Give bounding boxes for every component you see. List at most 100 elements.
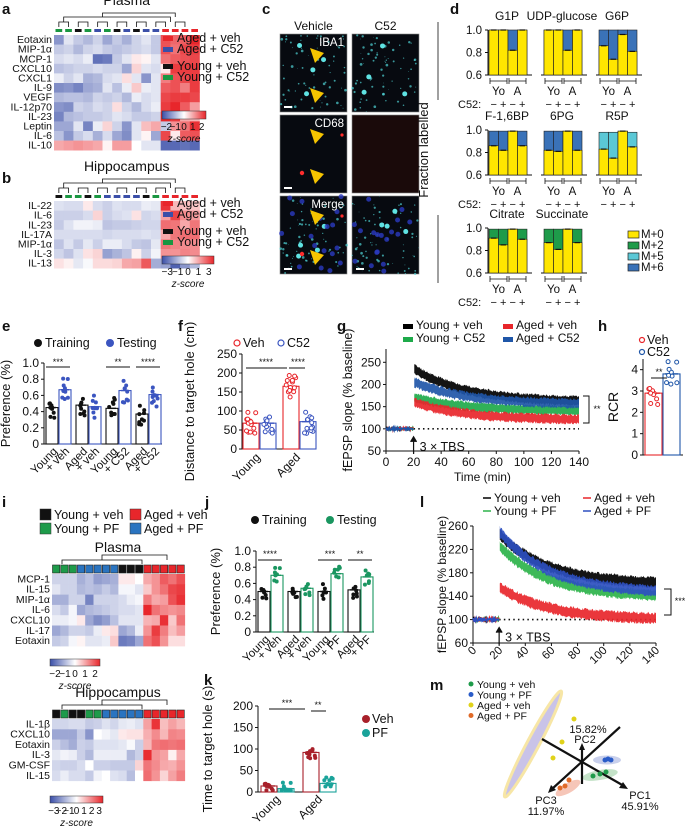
heatmap-cell bbox=[54, 220, 64, 231]
heatmap-cell bbox=[85, 574, 94, 585]
group-marker bbox=[84, 29, 92, 32]
heatmap-cell bbox=[168, 635, 177, 647]
heatmap-cell bbox=[159, 635, 169, 647]
microglia-signal bbox=[361, 35, 364, 38]
heatmap-cell bbox=[102, 258, 113, 269]
legend-marker bbox=[106, 339, 114, 347]
axis-title: Distance to target hole (cm) bbox=[182, 322, 197, 482]
group-label: Yo bbox=[492, 86, 505, 98]
microglia-signal bbox=[391, 48, 395, 52]
legend-label: Young + C52 bbox=[416, 331, 486, 345]
microglia-signal bbox=[375, 244, 377, 246]
bar-m0 bbox=[517, 29, 528, 76]
heatmap-cell bbox=[54, 201, 64, 211]
microglia-signal bbox=[402, 57, 405, 59]
microglia-soma bbox=[379, 222, 385, 228]
microglia-signal bbox=[321, 42, 322, 43]
heatmap-cell bbox=[141, 83, 152, 93]
heatmap-cell bbox=[76, 739, 86, 751]
group-label: Yo bbox=[547, 284, 560, 296]
heatmap-cell bbox=[121, 258, 132, 269]
y-tick-label: 200 bbox=[361, 377, 381, 391]
axis-title: Preference (%) bbox=[0, 360, 13, 447]
data-point bbox=[303, 409, 309, 415]
heatmap-cell bbox=[180, 35, 191, 45]
heatmap-cell bbox=[76, 729, 86, 740]
heatmap-cell bbox=[131, 239, 142, 250]
heatmap-cell bbox=[92, 44, 103, 55]
significance-label: **** bbox=[259, 357, 274, 367]
heatmap-cell bbox=[143, 625, 152, 637]
data-point bbox=[141, 411, 146, 416]
microglia-soma bbox=[366, 74, 372, 80]
legend-marker bbox=[468, 702, 474, 708]
heatmap-cell bbox=[92, 92, 103, 103]
significance-label: *** bbox=[53, 357, 64, 367]
heatmap-cell bbox=[83, 239, 94, 250]
microglia-signal bbox=[374, 56, 377, 59]
microglia-signal bbox=[324, 240, 327, 243]
microglia-signal bbox=[300, 210, 303, 213]
heatmap-cell bbox=[68, 739, 78, 751]
heatmap-cell bbox=[60, 770, 69, 782]
heatmap-cell bbox=[76, 749, 86, 761]
colorbar-tick: −1 bbox=[63, 806, 75, 817]
heatmap-cell bbox=[126, 770, 136, 782]
microglia-signal bbox=[340, 105, 342, 107]
c52-sign: + bbox=[519, 99, 525, 111]
data-point bbox=[48, 405, 53, 410]
x-tick-label: 0 bbox=[466, 645, 479, 658]
data-point bbox=[142, 408, 147, 413]
heatmap-cell bbox=[118, 739, 127, 751]
heatmap-cell bbox=[126, 739, 136, 751]
heatmap-cell bbox=[63, 121, 74, 132]
legend-swatch bbox=[627, 263, 640, 272]
group-marker bbox=[160, 564, 168, 574]
heatmap-cell bbox=[151, 102, 161, 113]
heatmap-cell bbox=[151, 584, 161, 595]
heatmap-cell bbox=[160, 102, 171, 113]
data-point bbox=[269, 426, 275, 432]
microglia-signal bbox=[365, 111, 367, 112]
data-point bbox=[155, 396, 160, 401]
microglia-signal bbox=[322, 232, 324, 235]
heatmap-cell bbox=[63, 54, 74, 65]
microglia-signal bbox=[402, 244, 404, 246]
heatmap-row-label: IL-6 bbox=[34, 210, 52, 222]
data-point bbox=[266, 783, 271, 788]
legend-marker bbox=[326, 516, 334, 524]
microglia-signal bbox=[328, 86, 331, 89]
bar-m0 bbox=[617, 130, 628, 176]
nucleus bbox=[321, 248, 327, 254]
y-tick-label: 0.8 bbox=[466, 48, 482, 60]
group-marker bbox=[68, 709, 77, 719]
group-bracket bbox=[544, 78, 563, 84]
c52-label: C52: bbox=[458, 297, 481, 309]
heatmap-cell bbox=[135, 574, 144, 585]
heatmap-cell bbox=[68, 760, 78, 771]
c52-sign: − bbox=[565, 199, 571, 211]
microglia-soma bbox=[304, 91, 310, 97]
y-tick-label: 4 bbox=[631, 363, 638, 377]
panel-label-l: l bbox=[420, 494, 424, 511]
colorbar bbox=[161, 110, 207, 120]
microglia-signal bbox=[317, 35, 319, 37]
micrograph-merge bbox=[351, 195, 420, 275]
heatmap-cell bbox=[83, 102, 94, 113]
c52-sign: + bbox=[574, 199, 580, 211]
heatmap-cell bbox=[131, 249, 142, 259]
heatmap-cell bbox=[180, 92, 191, 103]
legend-label: Aged + PF bbox=[144, 522, 204, 536]
pc1-arrow-icon bbox=[619, 782, 628, 789]
heatmap-cell bbox=[92, 131, 103, 141]
heatmap-cell bbox=[141, 258, 152, 269]
heatmap-cell bbox=[189, 92, 200, 103]
heatmap-cell bbox=[143, 584, 152, 595]
heatmap-cell bbox=[102, 201, 113, 211]
dendrogram bbox=[58, 12, 186, 27]
data-point bbox=[61, 389, 66, 394]
heatmap-cell bbox=[93, 594, 103, 606]
microglia-signal bbox=[306, 35, 309, 37]
pc-label: PC2 bbox=[574, 734, 595, 746]
